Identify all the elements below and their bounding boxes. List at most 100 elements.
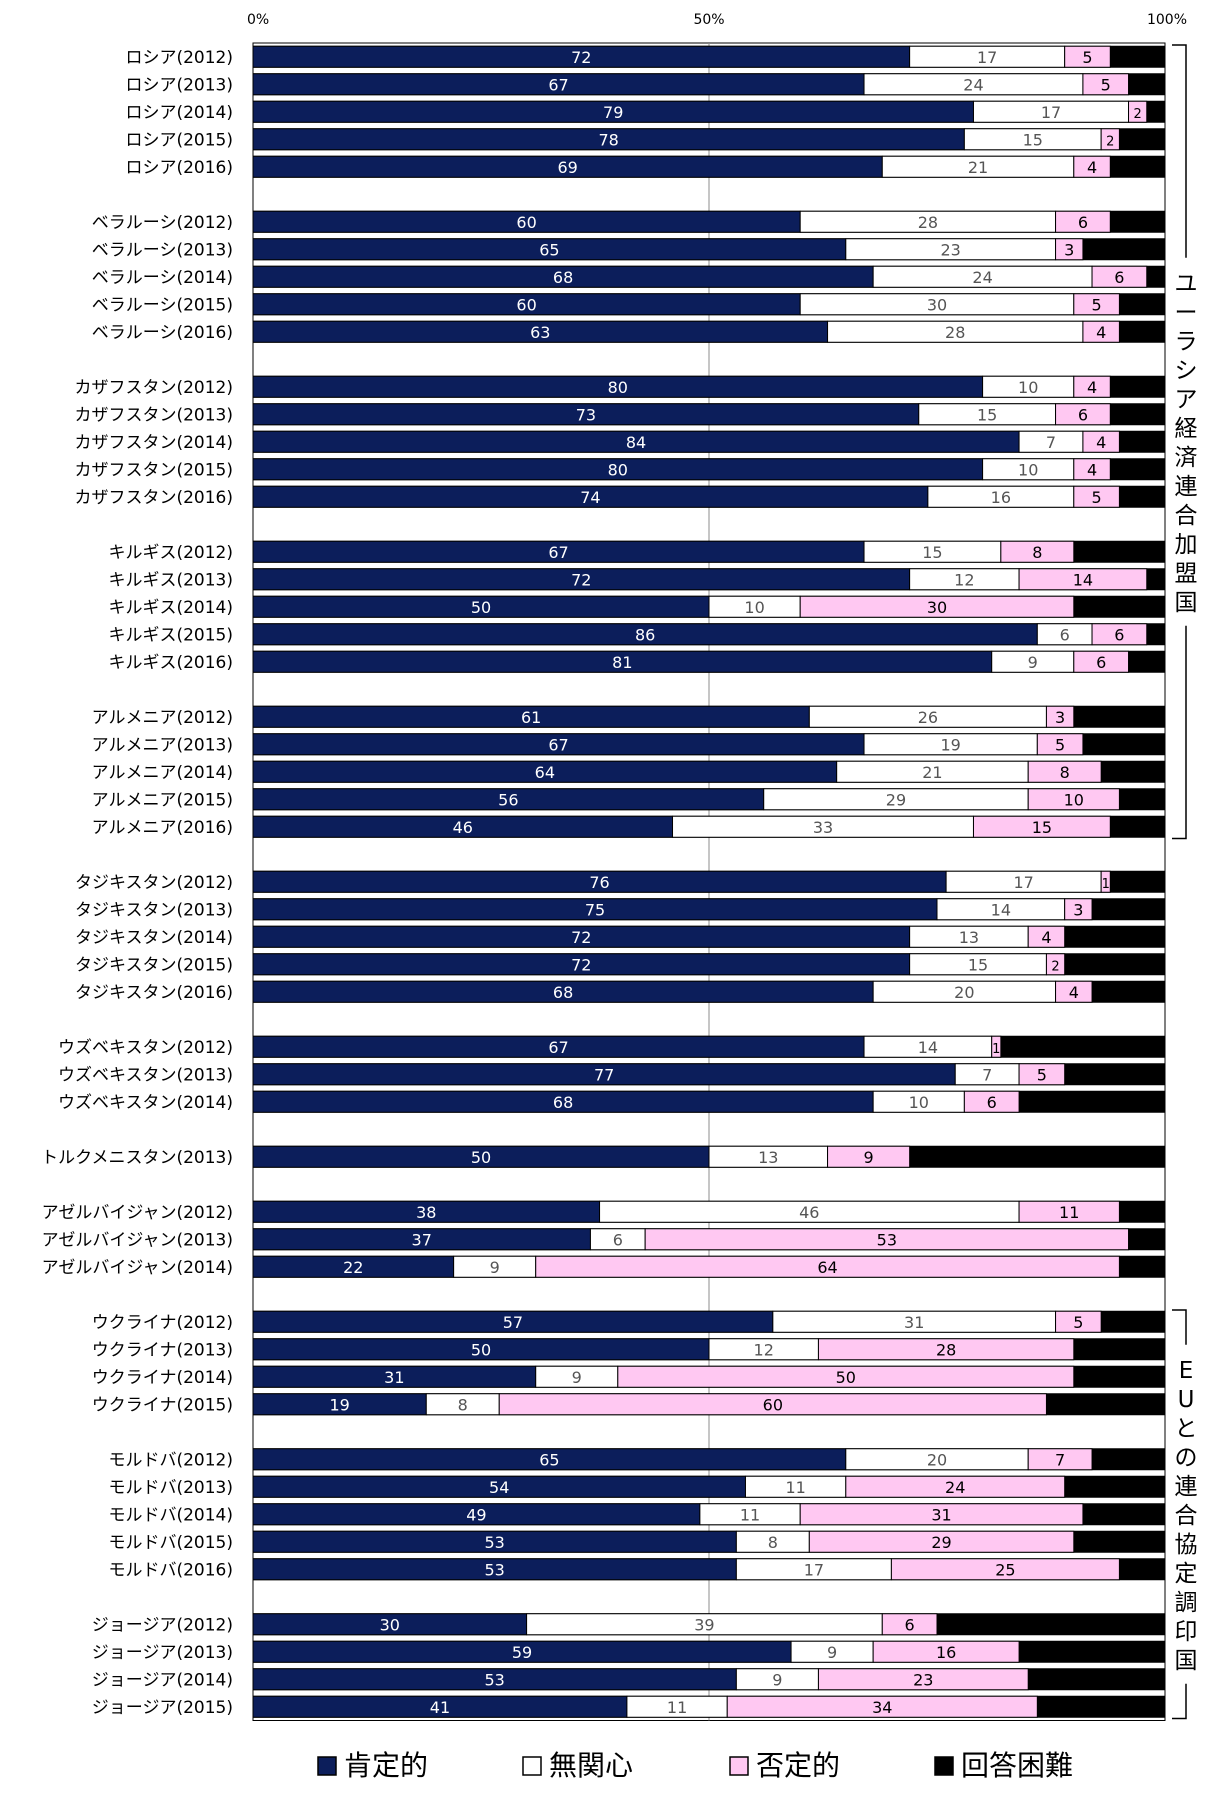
category-label: カザフスタン(2014): [74, 433, 233, 453]
data-label: 4: [1069, 983, 1079, 1002]
bar-segment-否定的: [1073, 293, 1120, 316]
legend-label: 無関心: [549, 1749, 633, 1782]
bar-segment-否定的: [1073, 155, 1111, 178]
data-label: 12: [954, 570, 974, 589]
category-label: キルギス(2012): [108, 543, 233, 563]
data-label: 14: [1073, 570, 1093, 589]
bar-segment-否定的: [817, 1668, 1029, 1691]
bar-segment-否定的: [726, 1695, 1038, 1718]
bar-segment-否定的: [1000, 540, 1075, 563]
data-label: 46: [453, 818, 473, 837]
data-label: 11: [785, 1478, 805, 1497]
bar-segment-否定的: [827, 1145, 911, 1168]
bar-segment-否定的: [1073, 375, 1111, 398]
category-label: ロシア(2012): [125, 48, 233, 68]
data-label: 9: [572, 1368, 582, 1387]
data-label: 6: [1060, 625, 1070, 644]
bar-segment-否定的: [1018, 568, 1148, 591]
data-label: 67: [548, 75, 568, 94]
data-label: 84: [626, 433, 646, 452]
data-label: 3: [1055, 708, 1065, 727]
data-label: 23: [941, 240, 961, 259]
category-label: ベラルーシ(2012): [92, 213, 233, 233]
category-label: ジョージア(2014): [92, 1670, 233, 1690]
data-label: 11: [667, 1698, 687, 1717]
data-label: 72: [571, 48, 591, 67]
data-label: 53: [877, 1230, 897, 1249]
data-label: 14: [991, 900, 1011, 919]
bracket-label-char: 済: [1175, 445, 1198, 471]
category-label: カザフスタン(2012): [74, 378, 233, 398]
data-label: 8: [458, 1395, 468, 1414]
bracket-line: [1172, 625, 1187, 840]
bar-segment-否定的: [1027, 788, 1120, 811]
data-label: 7: [1055, 1450, 1065, 1469]
data-label: 28: [936, 1340, 956, 1359]
data-label: 75: [585, 900, 605, 919]
data-label: 11: [740, 1505, 760, 1524]
bar-segment-否定的: [1100, 128, 1120, 151]
data-label: 30: [927, 598, 947, 617]
data-label: 10: [744, 598, 764, 617]
bar-segment-否定的: [1055, 403, 1111, 426]
data-label: 68: [553, 1093, 573, 1112]
category-label: ウクライナ(2012): [92, 1313, 233, 1333]
category-label: ロシア(2015): [125, 130, 233, 150]
bracket-label-char: 調: [1175, 1590, 1198, 1616]
data-label: 33: [813, 818, 833, 837]
x-tick-label: 100%: [1147, 12, 1187, 28]
legend-label: 回答困難: [961, 1749, 1073, 1782]
data-label: 31: [384, 1368, 404, 1387]
category-label: ウズベキスタン(2012): [58, 1038, 233, 1058]
data-label: 2: [1106, 134, 1114, 149]
bar-segment-否定的: [991, 1035, 1002, 1058]
category-label: キルギス(2014): [108, 598, 233, 618]
bracket-label-char: 協: [1175, 1532, 1198, 1558]
bar-segment-否定的: [890, 1558, 1120, 1581]
data-label: 41: [430, 1698, 450, 1717]
data-label: 8: [1060, 763, 1070, 782]
category-label: カザフスタン(2013): [74, 405, 233, 425]
data-label: 72: [571, 570, 591, 589]
data-label: 86: [635, 625, 655, 644]
bar-segment-否定的: [1055, 980, 1093, 1003]
bracket-label-char: 盟: [1175, 561, 1198, 587]
bar-segment-否定的: [1073, 650, 1130, 673]
data-label: 8: [1032, 543, 1042, 562]
data-label: 60: [516, 295, 536, 314]
bar-segment-否定的: [1027, 925, 1066, 948]
data-label: 50: [836, 1368, 856, 1387]
category-label: アゼルバイジャン(2012): [42, 1203, 233, 1223]
category-label: キルギス(2015): [108, 625, 233, 645]
x-tick-label: 50%: [693, 12, 724, 28]
bar-segment-否定的: [1036, 733, 1084, 756]
data-label: 15: [1023, 130, 1043, 149]
data-label: 15: [1032, 818, 1052, 837]
data-label: 7: [982, 1065, 992, 1084]
data-label: 6: [613, 1230, 623, 1249]
category-label: モルドバ(2013): [108, 1478, 233, 1498]
data-label: 6: [1096, 653, 1106, 672]
data-label: 68: [553, 268, 573, 287]
bar-segment-否定的: [1055, 238, 1084, 261]
data-label: 3: [1064, 240, 1074, 259]
data-label: 10: [1018, 378, 1038, 397]
data-label: 5: [1055, 735, 1065, 754]
data-label: 31: [904, 1313, 924, 1332]
data-label: 15: [977, 405, 997, 424]
category-label: ウズベキスタン(2013): [58, 1065, 233, 1085]
data-label: 9: [772, 1670, 782, 1689]
category-label: タジキスタン(2016): [75, 983, 233, 1003]
data-label: 28: [918, 213, 938, 232]
data-label: 53: [485, 1670, 505, 1689]
bracket-label-char: と: [1175, 1416, 1198, 1442]
data-label: 29: [886, 790, 906, 809]
data-label: 6: [1078, 213, 1088, 232]
bar-segment-否定的: [1128, 100, 1148, 123]
category-label: タジキスタン(2013): [75, 900, 233, 920]
bracket-line: [1172, 1683, 1187, 1720]
bar-segment-否定的: [817, 1338, 1075, 1361]
bar-segment-否定的: [498, 1393, 1047, 1416]
data-label: 6: [905, 1615, 915, 1634]
data-label: 81: [612, 653, 632, 672]
